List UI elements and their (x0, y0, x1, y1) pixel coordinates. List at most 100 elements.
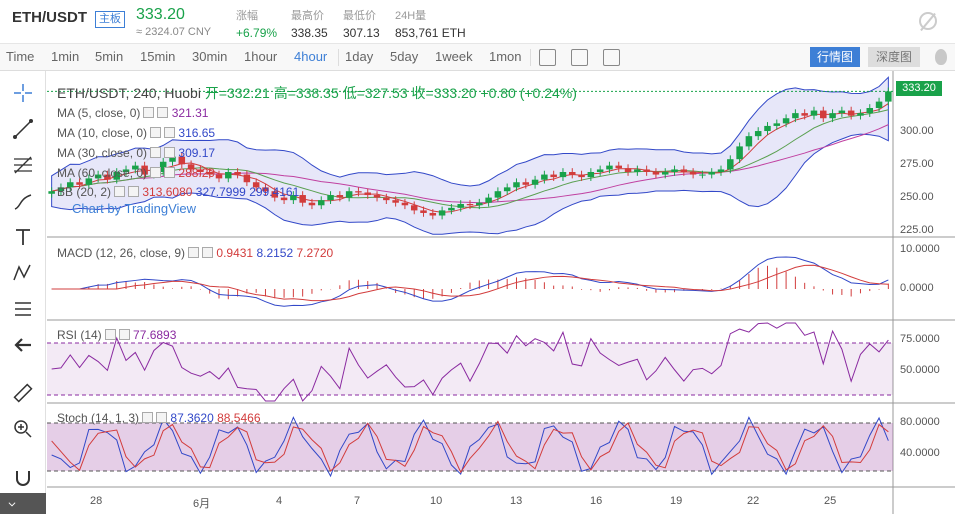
hide-icon[interactable] (919, 12, 937, 30)
bollinger-band (51, 76, 889, 235)
ma60-legend[interactable]: MA (60, close, 0) 288.29 (57, 166, 215, 180)
tf-1mon[interactable]: 1mon (489, 49, 522, 64)
settings-icon[interactable] (104, 329, 116, 340)
candle-body (885, 91, 892, 102)
text-tool-icon[interactable] (11, 225, 35, 249)
candle-body (327, 195, 334, 201)
tf-15min[interactable]: 15min (140, 49, 176, 64)
pattern-icon[interactable] (11, 261, 35, 285)
candle-body (317, 200, 325, 206)
close-icon[interactable] (118, 329, 130, 340)
candle-body (271, 191, 279, 198)
rsi-value: 77.6893 (133, 328, 177, 342)
candle-body (420, 210, 427, 213)
candle-body (141, 165, 148, 175)
kline-button[interactable]: 行情图 (810, 47, 860, 67)
ma30-legend[interactable]: MA (30, close, 0) 309.17 (57, 146, 215, 160)
macd-line (51, 256, 889, 307)
chart-style-icon[interactable] (539, 49, 556, 66)
macd-legend[interactable]: MACD (12, 26, close, 9) 0.9431 8.2152 7.… (57, 246, 333, 260)
flame-icon[interactable] (935, 49, 947, 65)
candle-body (94, 174, 102, 179)
magnet-icon[interactable] (11, 467, 35, 491)
high-legend-value: 高=338.35 (273, 85, 339, 101)
stoch-tick: 80.0000 (900, 416, 940, 428)
candle-body (225, 172, 232, 179)
tf-5min[interactable]: 5min (95, 49, 124, 64)
candle-body (838, 110, 846, 114)
vol-value: 853,761 ETH (395, 26, 466, 40)
ma5-value: 321.31 (171, 106, 209, 120)
tf-time[interactable]: Time (6, 49, 35, 64)
indicators-icon[interactable] (571, 49, 588, 66)
settings-icon[interactable] (603, 49, 620, 66)
candle-body (652, 172, 660, 175)
ma10-legend[interactable]: MA (10, close, 0) 316.65 (57, 126, 215, 140)
chart-canvas[interactable] (47, 71, 955, 514)
tf-1hour[interactable]: 1hour (244, 49, 278, 64)
settings-icon[interactable] (188, 247, 200, 258)
close-icon[interactable] (128, 186, 140, 197)
settings-icon[interactable] (114, 186, 126, 197)
candle-body (410, 205, 418, 211)
candle-body (847, 110, 855, 116)
time-tick: 16 (590, 495, 603, 507)
open-value: 开=332.21 (204, 85, 270, 101)
fib-icon[interactable] (11, 153, 35, 177)
settings-icon[interactable] (143, 107, 155, 118)
tf-1min[interactable]: 1min (51, 49, 80, 64)
divider (338, 49, 339, 66)
tf-1week[interactable]: 1week (435, 49, 473, 64)
tradingview-watermark[interactable]: Chart by TradingView (72, 201, 197, 216)
tf-1day[interactable]: 1day (345, 49, 374, 64)
tf-5day[interactable]: 5day (390, 49, 419, 64)
candle-body (503, 187, 511, 192)
high-value: 338.35 (291, 26, 328, 40)
candle-body (494, 191, 502, 198)
close-icon[interactable] (164, 167, 176, 178)
stoch-value-1: 87.3620 (170, 411, 214, 425)
close-icon[interactable] (156, 412, 168, 423)
settings-icon[interactable] (150, 167, 162, 178)
pair-name[interactable]: ETH/USDT (12, 9, 87, 26)
trend-line-icon[interactable] (11, 117, 35, 141)
bb-name: BB (20, 2) (57, 185, 112, 199)
candle-body (355, 191, 362, 193)
candle-body (541, 174, 548, 180)
rsi-band (47, 343, 893, 395)
settings-icon[interactable] (150, 147, 162, 158)
candle-body (383, 197, 390, 201)
candle-body (810, 110, 818, 116)
collapse-toolbar-icon[interactable] (0, 493, 46, 514)
tf-30min[interactable]: 30min (192, 49, 228, 64)
macd-name: MACD (12, 26, close, 9) (57, 246, 186, 260)
close-icon[interactable] (202, 247, 214, 258)
close-icon[interactable] (164, 147, 176, 158)
close-icon[interactable] (157, 107, 169, 118)
candle-body (680, 169, 688, 172)
tf-4hour[interactable]: 4hour (294, 49, 328, 64)
back-arrow-icon[interactable] (11, 333, 35, 357)
current-price-tag: 333.20 (896, 81, 942, 96)
rsi-legend[interactable]: RSI (14) 77.6893 (57, 328, 176, 342)
candle-body (661, 172, 669, 175)
candle-body (699, 174, 706, 176)
brush-icon[interactable] (11, 189, 35, 213)
stoch-legend[interactable]: Stoch (14, 1, 3) 87.3620 88.5466 (57, 411, 261, 425)
prediction-icon[interactable] (11, 297, 35, 321)
macd-signal-line (51, 264, 889, 302)
bb-legend[interactable]: BB (20, 2) 313.6080 327.7999 299.4161 (57, 185, 299, 199)
crosshair-icon[interactable] (11, 81, 35, 105)
candle-body (736, 146, 743, 160)
ruler-icon[interactable] (11, 381, 35, 405)
chart-area[interactable]: ETH/USDT, 240, Huobi 开=332.21 高=338.35 低… (47, 71, 955, 514)
settings-icon[interactable] (150, 127, 162, 138)
settings-icon[interactable] (142, 412, 154, 423)
depth-button[interactable]: 深度图 (868, 47, 920, 67)
ma5-legend[interactable]: MA (5, close, 0) 321.31 (57, 106, 208, 120)
candle-body (476, 202, 483, 206)
zoom-in-icon[interactable] (11, 417, 35, 441)
close-icon[interactable] (164, 127, 176, 138)
candle-body (215, 174, 223, 179)
candle-body (457, 204, 464, 208)
